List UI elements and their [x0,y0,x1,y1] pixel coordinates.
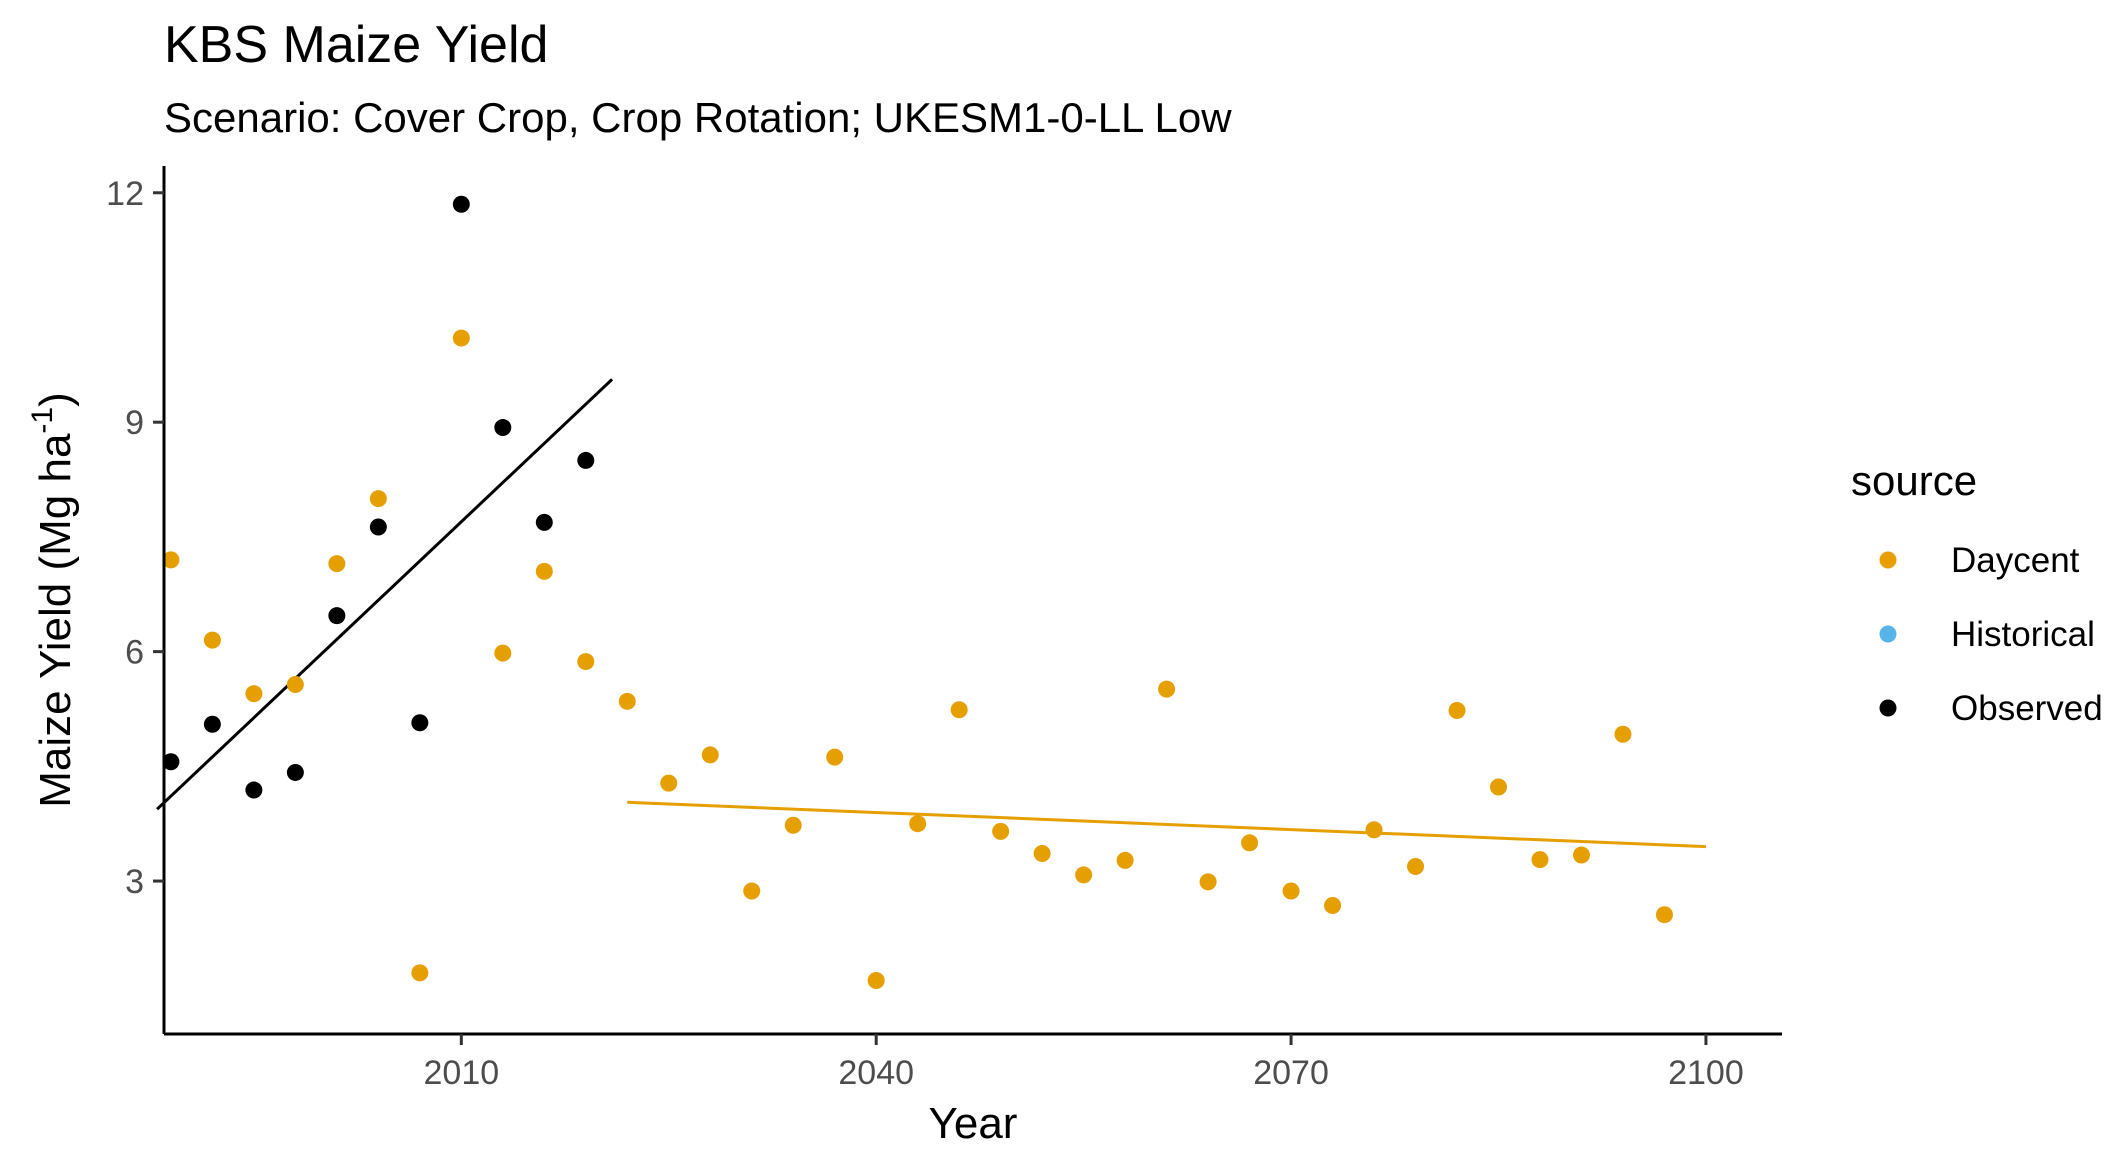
y-axis-title-superscript: -1 [26,407,59,434]
x-tick-label-2040: 2040 [838,1054,914,1092]
point-daycent-2007 [411,964,429,982]
point-observed-2007 [411,714,429,732]
point-observed-2019 [577,451,595,469]
y-tick-label-6: 6 [125,634,144,672]
legend-key-observed [1879,699,1897,717]
point-daycent-2022 [618,692,636,710]
legend-title: source [1851,457,1977,504]
point-daycent-1989 [162,551,180,569]
x-axis-ticks: 2010 2040 2070 2100 [424,1034,1744,1092]
y-tick-label-3: 3 [125,863,144,901]
point-daycent-2082 [1448,702,1466,720]
point-daycent-2079 [1407,858,1425,876]
plot-area [156,195,1707,989]
point-observed-2013 [494,419,512,437]
x-tick-label-2010: 2010 [424,1054,500,1092]
point-daycent-2016 [535,562,553,580]
legend-label-daycent: Daycent [1951,541,2080,580]
point-daycent-2091 [1572,846,1590,864]
point-daycent-2073 [1324,897,1342,915]
legend-label-observed: Observed [1951,689,2103,728]
y-tick-label-9: 9 [125,404,144,442]
point-daycent-2037 [826,748,844,766]
point-daycent-2085 [1490,778,1508,796]
point-daycent-2001 [328,555,346,573]
chart-title: KBS Maize Yield [164,16,548,74]
point-daycent-2076 [1365,821,1383,839]
point-daycent-2064 [1199,873,1217,891]
trend-line-observed-trend [156,378,614,811]
point-observed-1992 [203,715,221,733]
x-tick-label-2100: 2100 [1668,1054,1744,1092]
point-daycent-1992 [203,631,221,649]
point-daycent-2049 [992,822,1010,840]
point-daycent-2052 [1033,845,1051,863]
x-axis-title: Year [929,1099,1018,1148]
point-daycent-2040 [867,971,885,989]
point-daycent-2055 [1075,866,1093,884]
legend-key-historical [1879,625,1897,643]
point-observed-2001 [328,607,346,625]
point-observed-2010 [452,195,470,213]
point-daycent-1998 [286,676,304,694]
point-daycent-2025 [660,774,678,792]
y-axis-ticks: 3 6 9 12 [106,175,164,901]
point-daycent-2031 [743,882,761,900]
legend: source Daycent Historical Observed [1851,457,2103,728]
point-daycent-2004 [369,490,387,508]
point-daycent-2019 [577,653,595,671]
point-observed-1989 [162,753,180,771]
point-daycent-2061 [1158,680,1176,698]
x-tick-label-2070: 2070 [1253,1054,1329,1092]
y-axis-title: Maize Yield (Mg ha-1) [26,392,80,808]
point-daycent-2094 [1614,725,1632,743]
y-axis-title-main: Maize Yield (Mg ha [31,433,80,808]
point-observed-1995 [245,781,263,799]
point-daycent-2097 [1655,906,1673,924]
point-daycent-2043 [909,815,927,833]
point-observed-2004 [369,518,387,536]
chart-subtitle: Scenario: Cover Crop, Crop Rotation; UKE… [164,94,1232,141]
point-daycent-2070 [1282,882,1300,900]
point-daycent-2046 [950,701,968,719]
point-daycent-2088 [1531,851,1549,869]
point-daycent-1995 [245,685,263,703]
point-daycent-2034 [784,816,802,834]
y-axis-title-close: ) [31,392,80,407]
point-daycent-2028 [701,746,719,764]
point-daycent-2013 [494,644,512,662]
point-daycent-2058 [1116,851,1134,869]
point-observed-1998 [286,763,304,781]
point-observed-2016 [535,513,553,531]
trend-line-daycent-trend [627,800,1707,849]
point-daycent-2010 [452,329,470,347]
point-daycent-2067 [1241,834,1259,852]
legend-label-historical: Historical [1951,615,2095,654]
legend-key-daycent [1879,551,1897,569]
y-tick-label-12: 12 [106,175,144,213]
